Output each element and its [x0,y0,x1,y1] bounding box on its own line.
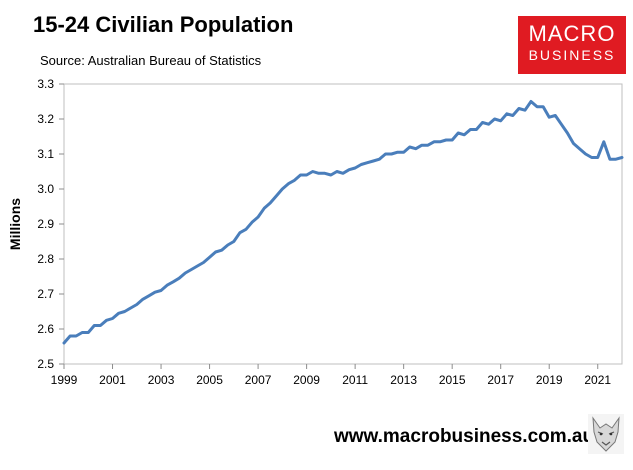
x-tick-label: 2001 [99,373,126,387]
series-line [62,100,624,345]
x-tick-label: 2015 [439,373,466,387]
y-tick-label: 2.6 [37,322,54,336]
chart-title: 15-24 Civilian Population [33,12,294,37]
logo-line-1: MACRO [528,21,616,46]
y-tick-label: 3.0 [37,182,54,196]
x-tick-label: 2019 [536,373,563,387]
y-tick-label: 2.5 [37,357,54,371]
x-tick-label: 2017 [487,373,514,387]
x-tick-label: 1999 [51,373,78,387]
x-tick-label: 2005 [196,373,223,387]
x-tick-label: 2009 [293,373,320,387]
y-tick-label: 3.3 [37,77,54,91]
y-tick-label: 3.2 [37,112,54,126]
logo-line-2: BUSINESS [528,47,616,63]
macrobusiness-logo: MACRO BUSINESS [518,16,626,74]
x-tick-label: 2007 [245,373,272,387]
plot-area-border [63,83,623,365]
x-tick-label: 2013 [390,373,417,387]
chart-source: Source: Australian Bureau of Statistics [40,53,262,68]
x-tick-label: 2003 [148,373,175,387]
footer-url: www.macrobusiness.com.au [334,426,595,447]
y-tick-label: 2.8 [37,252,54,266]
y-tick-label: 2.9 [37,217,54,231]
x-tick-label: 2011 [342,373,368,387]
y-tick-label: 3.1 [37,147,54,161]
y-tick-label: 2.7 [37,287,54,301]
y-axis-label: Millions [7,198,23,250]
wolf-logo-icon [588,414,624,454]
x-tick-label: 2021 [584,373,611,387]
